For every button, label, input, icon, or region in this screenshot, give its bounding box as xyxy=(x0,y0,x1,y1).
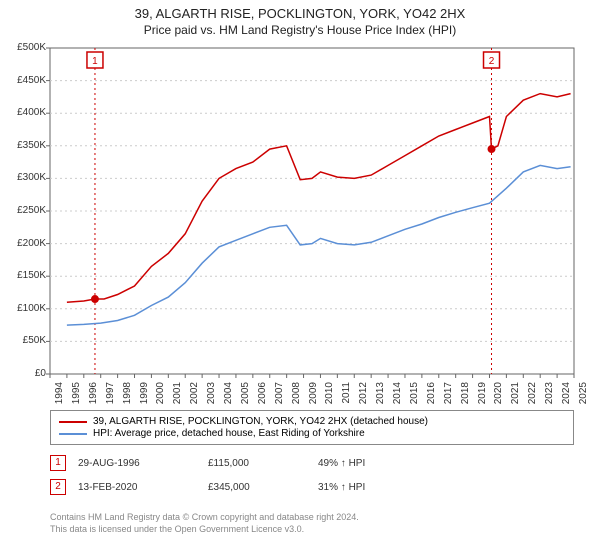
x-tick-label: 1995 xyxy=(71,382,82,412)
legend-item: HPI: Average price, detached house, East… xyxy=(59,428,565,439)
x-tick-label: 2022 xyxy=(527,382,538,412)
x-tick-label: 1994 xyxy=(54,382,65,412)
chart-svg: 12 xyxy=(0,0,600,400)
legend-label: 39, ALGARTH RISE, POCKLINGTON, YORK, YO4… xyxy=(93,416,428,427)
x-tick-label: 2018 xyxy=(460,382,471,412)
footer-attribution: Contains HM Land Registry data © Crown c… xyxy=(50,512,359,535)
x-tick-label: 2016 xyxy=(426,382,437,412)
transaction-diff: 31% ↑ HPI xyxy=(318,482,438,493)
x-tick-label: 2024 xyxy=(561,382,572,412)
transaction-marker: 1 xyxy=(50,455,66,471)
y-tick-label: £50K xyxy=(6,335,46,346)
y-tick-label: £150K xyxy=(6,270,46,281)
x-tick-label: 2025 xyxy=(578,382,589,412)
x-tick-label: 1999 xyxy=(139,382,150,412)
x-tick-label: 2006 xyxy=(257,382,268,412)
transaction-row: 2 13-FEB-2020£345,00031% ↑ HPI xyxy=(50,479,438,495)
x-tick-label: 2011 xyxy=(341,382,352,412)
x-tick-label: 2019 xyxy=(477,382,488,412)
x-tick-label: 1998 xyxy=(122,382,133,412)
svg-text:2: 2 xyxy=(489,56,495,67)
x-tick-label: 2005 xyxy=(240,382,251,412)
x-tick-label: 2003 xyxy=(206,382,217,412)
transaction-date: 29-AUG-1996 xyxy=(78,458,208,469)
x-tick-label: 2020 xyxy=(493,382,504,412)
transaction-price: £115,000 xyxy=(208,458,318,469)
x-tick-label: 1996 xyxy=(88,382,99,412)
footer-line1: Contains HM Land Registry data © Crown c… xyxy=(50,512,359,524)
y-tick-label: £300K xyxy=(6,172,46,183)
x-tick-label: 2023 xyxy=(544,382,555,412)
x-tick-label: 2007 xyxy=(274,382,285,412)
x-tick-label: 2004 xyxy=(223,382,234,412)
x-tick-label: 2008 xyxy=(291,382,302,412)
legend-item: 39, ALGARTH RISE, POCKLINGTON, YORK, YO4… xyxy=(59,416,565,427)
y-tick-label: £250K xyxy=(6,205,46,216)
x-tick-label: 2012 xyxy=(358,382,369,412)
x-tick-label: 2021 xyxy=(510,382,521,412)
legend-label: HPI: Average price, detached house, East… xyxy=(93,428,365,439)
x-tick-label: 2015 xyxy=(409,382,420,412)
x-tick-label: 2009 xyxy=(308,382,319,412)
x-tick-label: 2014 xyxy=(392,382,403,412)
x-tick-label: 2001 xyxy=(172,382,183,412)
y-tick-label: £0 xyxy=(6,368,46,379)
x-tick-label: 2000 xyxy=(155,382,166,412)
legend-swatch xyxy=(59,421,87,423)
chart-container: 39, ALGARTH RISE, POCKLINGTON, YORK, YO4… xyxy=(0,0,600,560)
transaction-row: 1 29-AUG-1996£115,00049% ↑ HPI xyxy=(50,455,438,471)
y-tick-label: £350K xyxy=(6,140,46,151)
y-tick-label: £100K xyxy=(6,303,46,314)
transaction-date: 13-FEB-2020 xyxy=(78,482,208,493)
y-tick-label: £500K xyxy=(6,42,46,53)
y-tick-label: £200K xyxy=(6,238,46,249)
legend-swatch xyxy=(59,433,87,435)
transaction-diff: 49% ↑ HPI xyxy=(318,458,438,469)
y-tick-label: £450K xyxy=(6,75,46,86)
svg-text:1: 1 xyxy=(92,56,98,67)
x-tick-label: 2010 xyxy=(324,382,335,412)
x-tick-label: 2002 xyxy=(189,382,200,412)
x-tick-label: 1997 xyxy=(105,382,116,412)
footer-line2: This data is licensed under the Open Gov… xyxy=(50,524,359,536)
x-tick-label: 2013 xyxy=(375,382,386,412)
y-tick-label: £400K xyxy=(6,107,46,118)
legend-box: 39, ALGARTH RISE, POCKLINGTON, YORK, YO4… xyxy=(50,410,574,445)
x-tick-label: 2017 xyxy=(443,382,454,412)
transaction-price: £345,000 xyxy=(208,482,318,493)
transaction-marker: 2 xyxy=(50,479,66,495)
